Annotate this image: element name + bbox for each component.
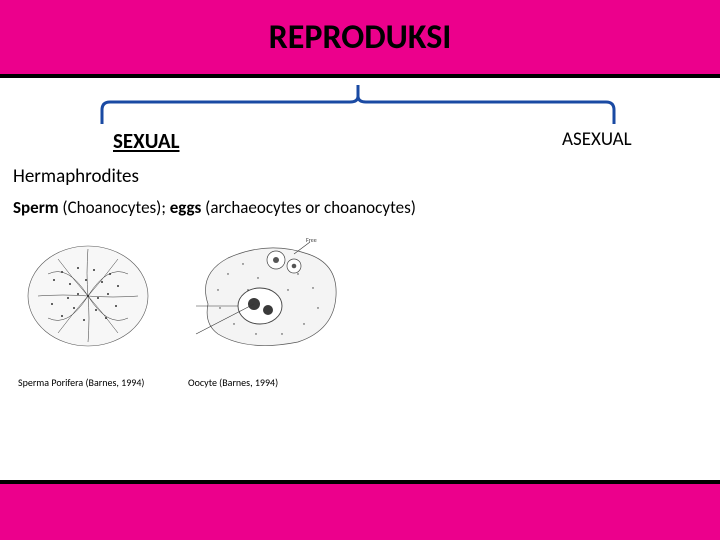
branch-sexual: SEXUAL [113,128,180,154]
plain-archaeocytes: (archaeocytes or choanocytes) [201,197,416,218]
caption-oocyte: Oocyte (Barnes, 1994) [188,376,278,389]
caption-sperm: Sperma Porifera (Barnes, 1994) [18,376,144,389]
slide-title: REPRODUKSI [269,17,452,58]
title-band: REPRODUKSI [0,0,720,78]
bold-sperm: Sperm [13,197,59,218]
plain-choanocytes: (Choanocytes); [59,197,170,218]
bottom-band [0,480,720,540]
bold-eggs: eggs [170,197,202,218]
figure-oocyte: Free Oocyte (Barnes, 1994) [188,234,343,389]
sperm-illustration [18,234,158,354]
text-sperm-eggs: Sperm (Choanocytes); eggs (archaeocytes … [13,197,416,218]
branch-bracket [98,82,618,126]
svg-text:Free: Free [306,236,317,244]
oocyte-illustration: Free [188,234,343,354]
figure-row: Sperma Porifera (Barnes, 1994) Free [18,234,343,389]
branch-asexual: ASEXUAL [562,128,632,151]
text-hermaphrodites: Hermaphrodites [13,165,139,188]
figure-sperm: Sperma Porifera (Barnes, 1994) [18,234,158,389]
